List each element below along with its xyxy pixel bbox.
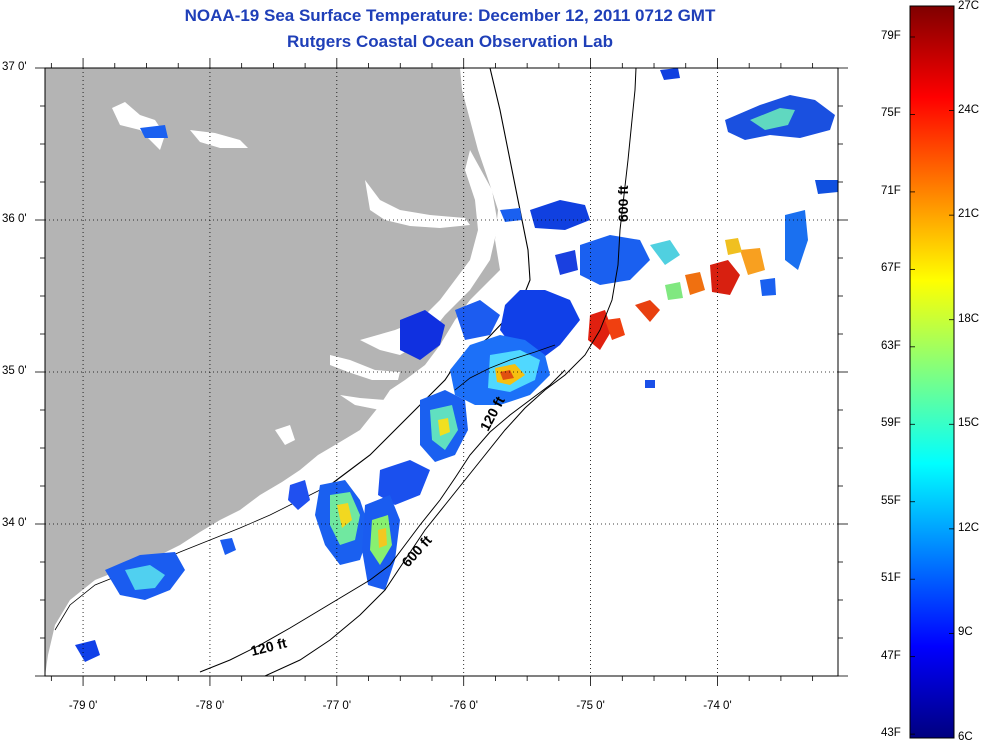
colorbar-ticks (910, 5, 954, 739)
colorbar-fahrenheit-label: 71F (881, 184, 901, 197)
colorbar-celsius-label: 15C (958, 417, 980, 430)
shoreline-south (54, 484, 331, 631)
colorbar-celsius-label: 12C (958, 521, 980, 534)
contour-label-600ft-north: 600 ft (615, 185, 631, 222)
colorbar-fahrenheit-label: 75F (881, 107, 901, 120)
lon-label: -75 0' (576, 700, 605, 712)
colorbar-fahrenheit-label: 67F (881, 262, 901, 275)
contour-label-600ft-south: 600 ft (398, 532, 435, 570)
axis-ticks (35, 58, 848, 686)
colorbar-celsius-label: 27C (958, 0, 980, 12)
contour-600ft (264, 68, 637, 676)
lat-label: 35 0' (2, 365, 27, 377)
colorbar-fahrenheit-label: 55F (881, 494, 901, 507)
lake-inland-2 (190, 130, 248, 148)
river-pamlico (330, 355, 400, 380)
contour-120ft-inner (454, 344, 556, 391)
contour-label-120ft: 120 ft (249, 634, 289, 658)
map-title: NOAA-19 Sea Surface Temperature: Decembe… (184, 6, 716, 25)
lon-label: -74 0' (703, 700, 732, 712)
estuary-south (275, 425, 295, 445)
colorbar-fahrenheit-label: 43F (881, 727, 901, 740)
colorbar-celsius-label: 24C (958, 103, 980, 116)
colorbar-fahrenheit-label: 59F (881, 417, 901, 430)
colorbar (909, 5, 955, 739)
colorbar-celsius-label: 6C (958, 731, 973, 743)
colorbar-celsius-label: 18C (958, 312, 980, 325)
river-neuse (340, 395, 395, 410)
lat-label: 37 0' (2, 61, 27, 73)
colorbar-celsius-label: 21C (958, 208, 980, 221)
sst-patches (75, 68, 838, 662)
colorbar-fahrenheit-label: 63F (881, 339, 901, 352)
contour-120ft-outer (199, 369, 566, 673)
graticule (45, 68, 838, 676)
colorbar-celsius-label: 9C (958, 626, 973, 639)
colorbar-fahrenheit-label: 79F (881, 29, 901, 42)
colorbar-fahrenheit-label: 51F (881, 572, 901, 585)
colorbar-fahrenheit-label: 47F (881, 649, 901, 662)
map-subtitle: Rutgers Coastal Ocean Observation Lab (287, 32, 613, 51)
lon-label: -77 0' (322, 700, 352, 712)
lat-label: 34 0' (2, 517, 27, 529)
lat-label: 36 0' (2, 213, 27, 225)
lon-label: -79 0' (68, 700, 98, 712)
lon-label: -78 0' (195, 700, 225, 712)
lon-label: -76 0' (449, 700, 478, 712)
river-albemarle (365, 180, 470, 228)
